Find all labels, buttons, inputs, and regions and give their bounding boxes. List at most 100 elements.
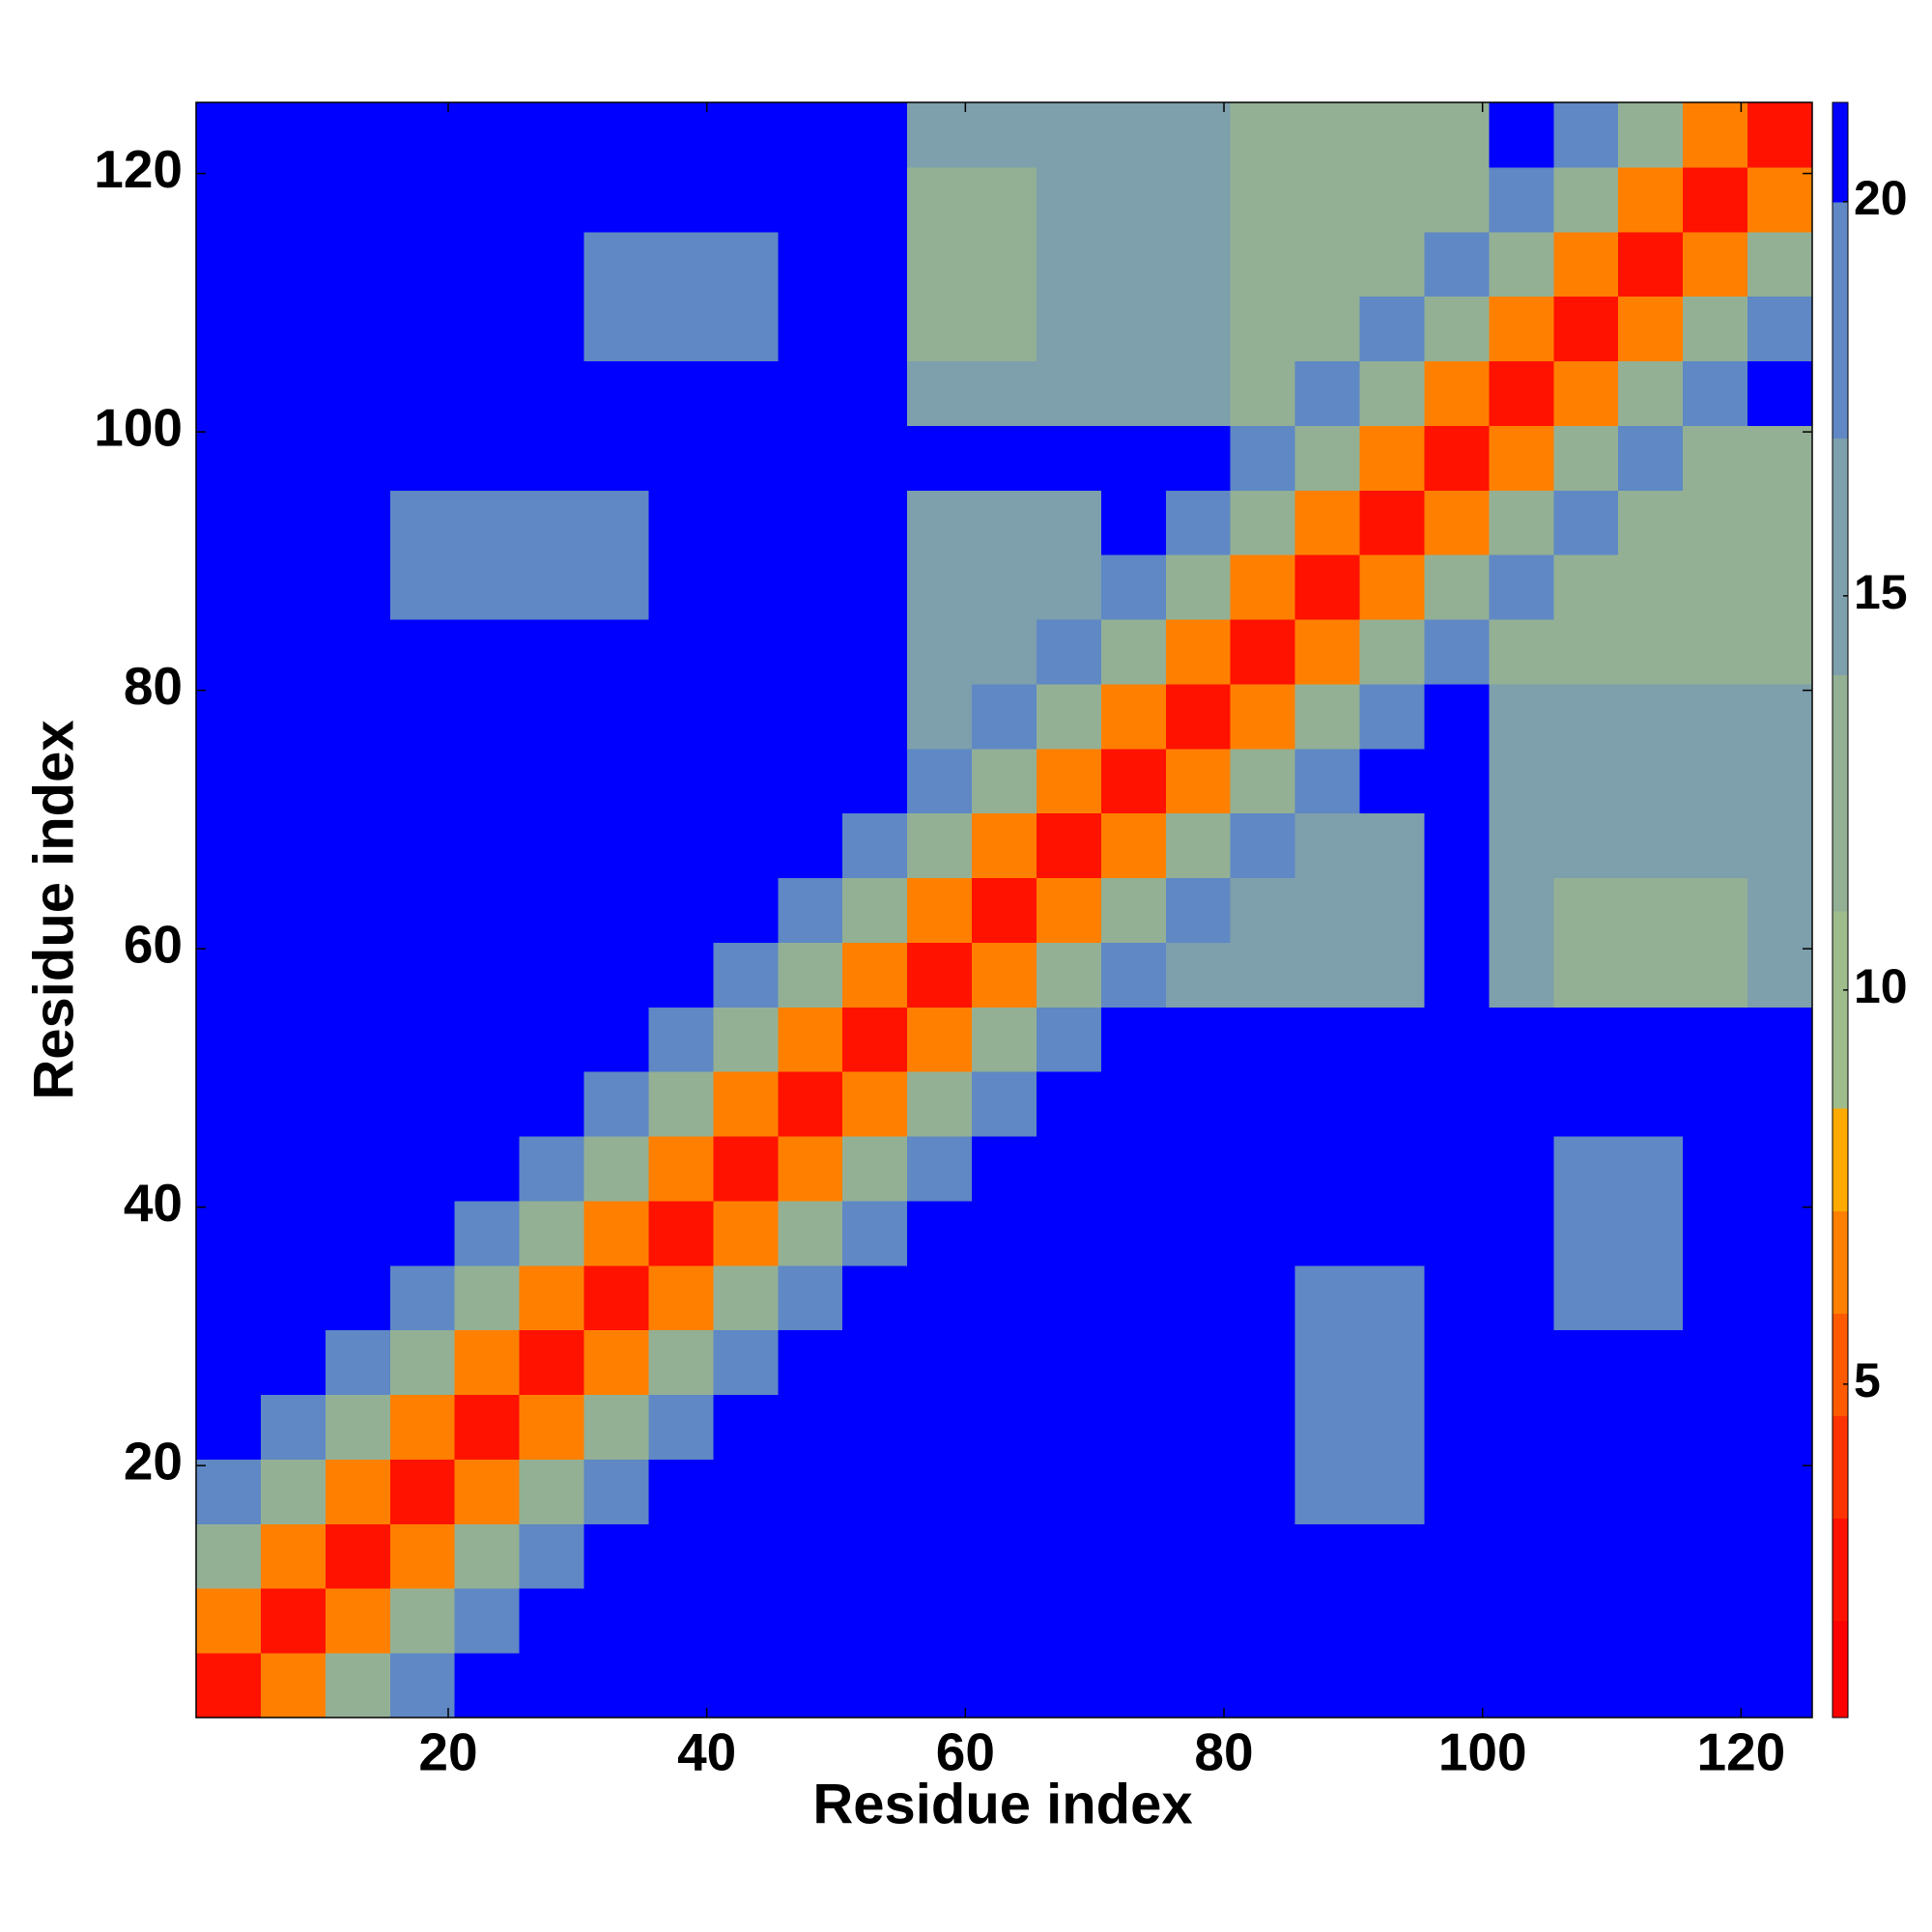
heatmap-cell [1294, 1329, 1361, 1396]
heatmap-cell [519, 1523, 585, 1589]
heatmap-cell [972, 1071, 1037, 1137]
heatmap-cell [648, 425, 714, 491]
heatmap-cell [972, 1459, 1037, 1524]
heatmap-cell [842, 942, 908, 1008]
heatmap-cell [1553, 877, 1619, 943]
heatmap-cell [1489, 619, 1554, 685]
heatmap-cell [196, 877, 262, 943]
heatmap-cell [1036, 1200, 1102, 1266]
heatmap-cell [389, 425, 456, 491]
heatmap-cell [842, 877, 908, 943]
heatmap-cell [325, 231, 391, 298]
heatmap-cell [907, 490, 973, 555]
heatmap-cell [325, 296, 391, 362]
heatmap-cell [1359, 877, 1425, 943]
heatmap-cell [1618, 554, 1684, 620]
heatmap-cell [389, 490, 456, 555]
heatmap-cell [1424, 231, 1490, 298]
heatmap-cell [972, 1523, 1037, 1589]
heatmap-cell [454, 296, 521, 362]
heatmap-cell [1100, 102, 1167, 168]
heatmap-cell [454, 1071, 521, 1137]
heatmap-cell [519, 683, 585, 750]
heatmap-cell [260, 1264, 327, 1331]
heatmap-cell [842, 425, 908, 491]
colorbar-segment [1833, 1518, 1848, 1622]
heatmap-cell [260, 1459, 327, 1524]
heatmap-cell [1424, 102, 1490, 168]
heatmap-cell [519, 1588, 585, 1654]
colorbar-segment [1833, 1313, 1848, 1416]
heatmap-cell [778, 231, 843, 298]
heatmap-cell [1036, 360, 1102, 426]
heatmap-cell [842, 296, 908, 362]
heatmap-cell [1553, 683, 1619, 750]
heatmap-cell [1424, 812, 1490, 879]
heatmap-cell [325, 1071, 391, 1137]
heatmap-cell [1165, 231, 1232, 298]
heatmap-cell [972, 102, 1037, 168]
heatmap-cell [1424, 425, 1490, 491]
heatmap-cell [1618, 1007, 1684, 1072]
heatmap-cell [196, 1588, 262, 1654]
heatmap-cell [260, 1071, 327, 1137]
heatmap-cell [1230, 1329, 1296, 1396]
heatmap-cell [1165, 490, 1232, 555]
heatmap-cell [648, 102, 714, 168]
heatmap-cell [1489, 812, 1554, 879]
heatmap-cell [1424, 1007, 1490, 1072]
heatmap-cell [325, 1329, 391, 1396]
heatmap-cell [1747, 1653, 1813, 1719]
heatmap-cell [778, 1588, 843, 1654]
heatmap-cell [389, 1523, 456, 1589]
heatmap-cell [1294, 812, 1361, 879]
heatmap-cell [519, 619, 585, 685]
heatmap-cell [1747, 554, 1813, 620]
heatmap-cell [1165, 1394, 1232, 1460]
heatmap-cell [842, 1523, 908, 1589]
heatmap-cell [1294, 360, 1361, 426]
heatmap-cell [778, 683, 843, 750]
heatmap-cell [196, 942, 262, 1008]
heatmap-cell [842, 360, 908, 426]
heatmap-cell [1747, 490, 1813, 555]
heatmap-cell [972, 231, 1037, 298]
heatmap-cell [260, 1523, 327, 1589]
heatmap-cell [1553, 812, 1619, 879]
heatmap-cell [1165, 360, 1232, 426]
heatmap-cell [325, 1523, 391, 1589]
heatmap-cell [1100, 1329, 1167, 1396]
heatmap-cell [1359, 1329, 1425, 1396]
heatmap-cell [1230, 1523, 1296, 1589]
heatmap-cell [1294, 1200, 1361, 1266]
heatmap-cell [260, 1200, 327, 1266]
heatmap-cell [1747, 748, 1813, 814]
heatmap-cell [1618, 1264, 1684, 1331]
heatmap-cell [1100, 1264, 1167, 1331]
heatmap-cell [583, 102, 649, 168]
heatmap-cell [972, 1200, 1037, 1266]
heatmap-cell [842, 231, 908, 298]
heatmap-cell [1683, 1329, 1748, 1396]
heatmap-cell [713, 619, 779, 685]
heatmap-cell [260, 166, 327, 233]
heatmap-cell [1100, 554, 1167, 620]
heatmap-cell [1618, 877, 1684, 943]
colorbar-tick-label: 15 [1854, 565, 1908, 619]
heatmap-cell [713, 296, 779, 362]
heatmap-cell [1165, 1653, 1232, 1719]
heatmap-cell [648, 1523, 714, 1589]
colorbar-tick-label: 5 [1854, 1353, 1881, 1407]
heatmap-cell [1165, 877, 1232, 943]
heatmap-cell [778, 554, 843, 620]
heatmap-cell [519, 166, 585, 233]
heatmap-cell [842, 1394, 908, 1460]
heatmap-cell [648, 231, 714, 298]
heatmap-cell [1747, 1459, 1813, 1524]
heatmap-cell [1683, 1200, 1748, 1266]
heatmap-cell [1036, 812, 1102, 879]
heatmap-cell [519, 554, 585, 620]
heatmap-cell [1618, 1136, 1684, 1202]
heatmap-cell [1424, 1264, 1490, 1331]
